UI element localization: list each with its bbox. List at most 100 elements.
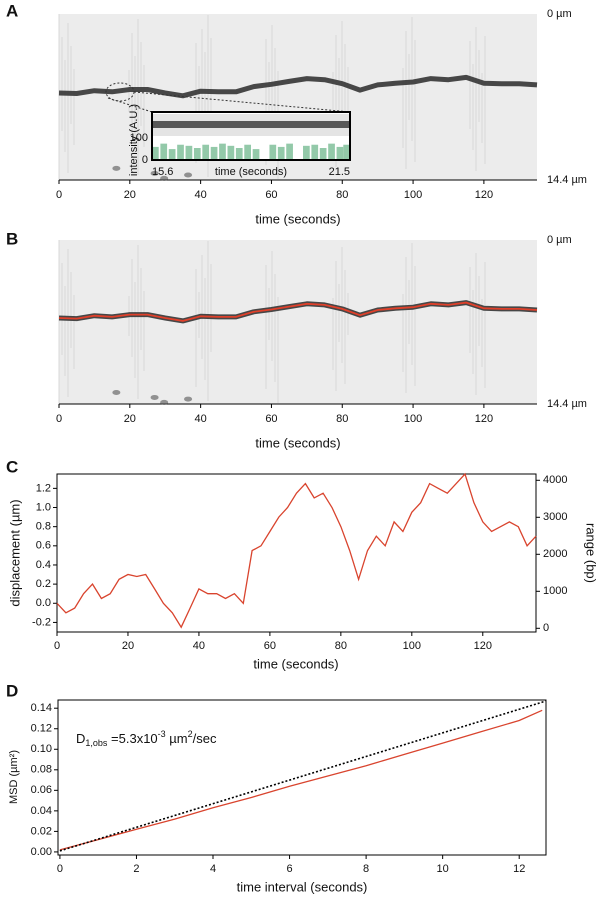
annotation-part: µm <box>166 731 188 746</box>
bar <box>160 143 168 160</box>
bar <box>193 148 201 160</box>
bar <box>202 144 210 160</box>
x-tick-label: 21.5 <box>329 166 350 178</box>
bar <box>277 146 285 160</box>
kymograph-spot <box>112 390 121 396</box>
x-tick-label: 120 <box>475 189 493 201</box>
y-tick-label: 0.14 <box>31 702 52 714</box>
x-tick-label: 100 <box>404 189 422 201</box>
bar <box>252 149 260 160</box>
x-axis-label: time (seconds) <box>255 435 340 450</box>
y-tick-label: 0.0 <box>36 597 51 609</box>
annotation-subscript: 1,obs <box>85 738 108 748</box>
y-axis-label: MSD (µm²) <box>8 750 20 804</box>
bar <box>303 145 310 160</box>
y-tick-label: 0.06 <box>31 784 52 796</box>
kymograph-spot <box>150 170 159 176</box>
bar <box>219 143 226 160</box>
bar <box>185 145 193 160</box>
bar <box>177 144 184 160</box>
x-tick-label: 12 <box>513 863 525 875</box>
bar <box>227 145 235 160</box>
x-tick-label: 15.6 <box>152 166 173 178</box>
bar <box>168 149 176 160</box>
annotation-part: /sec <box>193 731 217 746</box>
trace-line <box>58 301 538 322</box>
y-tick-label: -0.2 <box>32 616 51 628</box>
x-tick-label: 8 <box>363 863 369 875</box>
y-tick-label: 0 µm <box>547 8 572 20</box>
bar <box>343 144 350 160</box>
bar <box>152 146 159 160</box>
y-tick-label: 0.08 <box>31 764 52 776</box>
y-tick-label: 0.8 <box>36 521 51 533</box>
annotation-part: =5.3x10 <box>107 731 157 746</box>
bar <box>235 148 243 160</box>
x-axis-label: time interval (seconds) <box>237 879 368 894</box>
bar <box>319 148 327 160</box>
y-tick-label: 1.0 <box>36 501 51 513</box>
y-tick-label: 0.2 <box>36 578 51 590</box>
y-tick-label: 1.2 <box>36 482 51 494</box>
y-tick-label: 0.00 <box>31 846 52 858</box>
y-axis-label: intensity (A.U.) <box>128 104 140 176</box>
x-tick-label: 2 <box>133 863 139 875</box>
x-tick-label: 20 <box>124 413 136 425</box>
kymograph-image <box>59 240 537 404</box>
series-line <box>59 709 543 851</box>
x-tick-label: 10 <box>437 863 449 875</box>
x-axis-label: time (seconds) <box>253 656 338 671</box>
panel-label: C <box>6 457 18 476</box>
series-line <box>56 472 537 629</box>
bar <box>336 146 344 160</box>
x-tick-label: 80 <box>335 640 347 652</box>
x-tick-label: 4 <box>210 863 216 875</box>
x-tick-label: 40 <box>195 413 207 425</box>
y2-tick-label: 2000 <box>543 548 567 560</box>
y-tick-label: 0 <box>142 154 148 166</box>
bar <box>269 144 277 160</box>
inset-band <box>152 121 350 128</box>
y-tick-label: 0.12 <box>31 723 52 735</box>
y2-tick-label: 3000 <box>543 511 567 523</box>
kymograph-spot <box>184 172 193 178</box>
plot-frame <box>57 699 547 856</box>
kymograph-spot <box>112 165 121 171</box>
x-tick-label: 120 <box>475 413 493 425</box>
x-tick-label: 60 <box>265 413 277 425</box>
y-axis-label: displacement (µm) <box>7 499 22 606</box>
panel-label: B <box>6 229 18 248</box>
inset-frame <box>151 111 351 161</box>
kymo-band <box>58 74 538 99</box>
panel-label: D <box>6 681 18 700</box>
x-tick-label: 6 <box>286 863 292 875</box>
kymograph-spot <box>160 175 169 181</box>
kymograph-spot <box>184 396 193 402</box>
annotation: D1,obs =5.3x10-3 µm2/sec <box>76 729 217 748</box>
annotation-part: D <box>76 731 85 746</box>
bar <box>328 143 335 160</box>
x-tick-label: 100 <box>403 640 421 652</box>
y2-tick-label: 4000 <box>543 474 567 486</box>
x-tick-label: 120 <box>474 640 492 652</box>
bar <box>311 144 319 160</box>
y-tick-label: 14.4 µm <box>547 398 587 410</box>
series-line <box>59 700 547 852</box>
y-tick-label: 0.10 <box>31 743 52 755</box>
bar <box>210 146 218 160</box>
y-tick-label: 0.6 <box>36 540 51 552</box>
zoom-connector <box>133 91 351 113</box>
x-axis-label: time (seconds) <box>215 166 287 178</box>
x-tick-label: 0 <box>57 863 63 875</box>
panel-label: A <box>6 1 18 20</box>
kymograph-spot <box>150 394 159 400</box>
kymograph-spot <box>160 399 169 405</box>
x-tick-label: 40 <box>195 189 207 201</box>
y-tick-label: 0.04 <box>31 805 52 817</box>
x-tick-label: 0 <box>56 189 62 201</box>
x-tick-label: 80 <box>336 413 348 425</box>
y2-axis-label: range (bp) <box>584 523 599 583</box>
y-tick-label: 100 <box>130 132 148 144</box>
